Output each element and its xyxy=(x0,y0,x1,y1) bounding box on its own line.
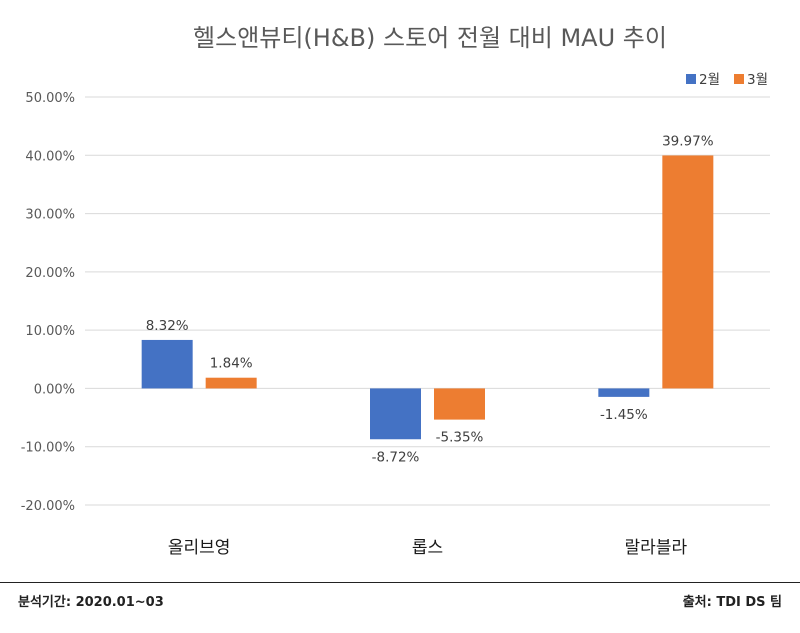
chart: 헬스앤뷰티(H&B) 스토어 전월 대비 MAU 추이 50.00% 40.00%… xyxy=(21,24,770,558)
data-label: 8.32% xyxy=(146,318,189,334)
y-axis: 50.00% 40.00% 30.00% 20.00% 10.00% 0.00% -10.0… xyxy=(21,91,75,514)
legend-swatch xyxy=(686,74,696,84)
y-tick-label: 10.00% xyxy=(25,324,75,339)
y-tick-label: -20.00% xyxy=(21,499,75,514)
category-label: 롭스 xyxy=(412,538,443,558)
data-labels: 8.32% 1.84% -8.72% -5.35% -1.45% 39.97% xyxy=(146,133,714,465)
legend: 2월 3월 xyxy=(686,72,768,88)
y-tick-label: 30.00% xyxy=(25,208,75,223)
legend-swatch xyxy=(734,74,744,84)
data-label: 39.97% xyxy=(662,133,714,149)
analysis-period: 분석기간: 2020.01~03 xyxy=(18,595,164,610)
y-tick-label: 0.00% xyxy=(34,382,75,397)
bar xyxy=(434,388,485,420)
y-tick-label: 20.00% xyxy=(25,266,75,281)
x-axis: 올리브영 롭스 랄라블라 xyxy=(168,538,688,558)
bars xyxy=(141,155,714,440)
legend-label: 3월 xyxy=(747,72,768,88)
chart-title: 헬스앤뷰티(H&B) 스토어 전월 대비 MAU 추이 xyxy=(193,24,667,52)
y-tick-label: -10.00% xyxy=(21,441,75,456)
legend-label: 2월 xyxy=(699,72,720,88)
source-credit: 출처: TDI DS 팀 xyxy=(682,595,782,610)
y-tick-label: 40.00% xyxy=(25,149,75,164)
data-label: -5.35% xyxy=(436,430,484,446)
bar xyxy=(370,388,421,440)
y-tick-label: 50.00% xyxy=(25,91,75,106)
footer: 분석기간: 2020.01~03 출처: TDI DS 팀 xyxy=(0,582,800,633)
gridlines xyxy=(85,96,770,506)
bar xyxy=(662,155,714,389)
bar xyxy=(141,339,193,389)
category-label: 올리브영 xyxy=(168,538,231,558)
data-label: -1.45% xyxy=(600,407,648,423)
bar xyxy=(598,388,650,397)
data-label: 1.84% xyxy=(210,356,253,372)
data-label: -8.72% xyxy=(372,449,420,465)
bar xyxy=(205,377,257,389)
category-label: 랄라블라 xyxy=(625,538,688,558)
